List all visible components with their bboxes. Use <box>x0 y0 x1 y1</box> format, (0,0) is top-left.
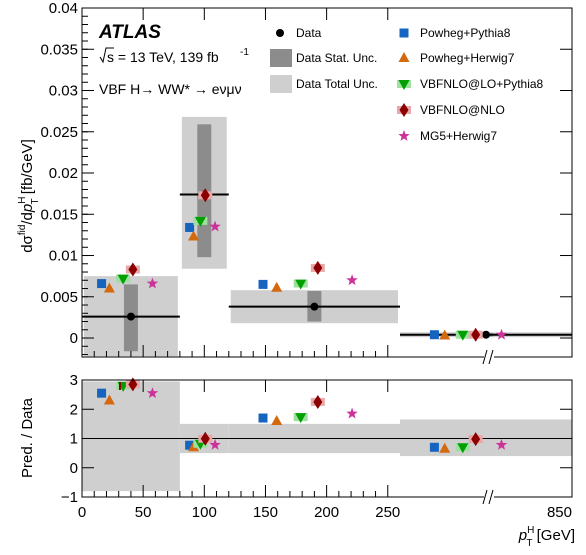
y-tick-label: 0.02 <box>49 165 78 182</box>
legend-stat-swatch <box>270 49 292 67</box>
powheg_pythia8-ratio-marker <box>258 413 268 423</box>
ratio-total-band <box>82 381 180 492</box>
legend-stat: Data Stat. Unc. <box>296 51 377 65</box>
ratio-y-tick-label: 1 <box>70 431 78 448</box>
vbfnlo_nlo-ratio-marker <box>128 377 138 392</box>
ratio-y-tick-label: 3 <box>70 372 78 389</box>
y-tick-label: 0.015 <box>40 206 78 223</box>
axis-break-bg <box>484 349 494 365</box>
powheg_pythia8-marker <box>97 279 107 289</box>
experiment-label: ATLAS <box>98 22 161 43</box>
x-tick-label: 0 <box>78 504 86 521</box>
vbfnlo_lo_pythia8-marker <box>194 216 206 227</box>
vbfnlo_nlo-marker <box>313 260 323 275</box>
legend-powheg_pythia8: Powheg+Pythia8 <box>420 26 511 40</box>
powheg_pythia8-ratio-marker <box>97 388 107 398</box>
legend-vbfnlo_lo_pythia8-swatch <box>398 80 410 90</box>
data-point <box>482 330 490 339</box>
powheg_herwig7-marker <box>188 230 200 241</box>
mg5_herwig7-marker <box>209 220 221 232</box>
mg5_herwig7-marker <box>346 274 358 286</box>
vbfnlo_nlo-ratio-marker <box>471 432 481 447</box>
legend-vbfnlo_lo_pythia8: VBFNLO@LO+Pythia8 <box>420 77 544 91</box>
data-point <box>126 312 135 321</box>
legend-data: Data <box>296 26 322 40</box>
powheg_pythia8-marker <box>185 222 195 232</box>
main-y-axis-title: dσfid/dpH T [fb/GeV] <box>17 139 41 253</box>
data-point <box>310 302 319 311</box>
legend-vbfnlo_nlo: VBFNLO@NLO <box>420 103 505 117</box>
powheg_pythia8-marker <box>429 330 439 340</box>
vbfnlo_lo_pythia8-marker <box>295 279 307 290</box>
powheg_pythia8-ratio-marker <box>429 442 439 452</box>
y-tick-label: 0.03 <box>49 83 78 100</box>
vbfnlo_lo_pythia8-marker <box>117 274 129 285</box>
mg5_herwig7-ratio-marker <box>146 387 159 398</box>
powheg_herwig7-ratio-marker <box>439 442 451 453</box>
ratio-y-axis-title: Pred. / Data <box>19 397 36 478</box>
powheg_herwig7-marker <box>271 281 283 292</box>
legend-mg5_herwig7: MG5+Herwig7 <box>420 129 497 143</box>
x-tick-label: 150 <box>253 504 278 521</box>
powheg_pythia8-marker <box>258 279 268 289</box>
vbfnlo_lo_pythia8-ratio-marker <box>457 443 469 454</box>
powheg_herwig7-ratio-marker <box>103 394 115 405</box>
vbfnlo_nlo-marker <box>128 262 138 277</box>
y-tick-label: 0 <box>70 330 78 347</box>
y-tick-label: 0.04 <box>49 0 78 17</box>
energy-annotation: s = 13 TeV, 139 fb -1 <box>99 47 249 65</box>
legend-total-swatch <box>270 75 292 93</box>
y-tick-label: 0.01 <box>49 248 78 265</box>
axis-ticks: 00.0050.010.0150.020.0250.030.0350.04−10… <box>40 0 573 521</box>
powheg_herwig7-ratio-marker <box>271 414 283 425</box>
powheg_herwig7-marker <box>103 282 115 293</box>
y-tick-label: 0.035 <box>40 41 78 58</box>
axis-break-mark <box>488 489 494 505</box>
powheg_herwig7-marker <box>439 329 451 340</box>
legend-total: Data Total Unc. <box>296 77 378 91</box>
y-tick-label: 0.005 <box>40 289 78 306</box>
x-tick-label: 50 <box>135 504 152 521</box>
vbfnlo_lo_pythia8-ratio-marker <box>295 413 307 424</box>
process-label: VBF H→ WW* → eνμν <box>99 81 242 97</box>
energy-superscript: -1 <box>240 47 249 58</box>
vbfnlo_nlo-marker <box>200 188 210 203</box>
x-tick-label: 200 <box>314 504 339 521</box>
mg5_herwig7-marker <box>146 277 159 289</box>
vbfnlo_nlo-marker <box>471 327 481 342</box>
powheg_pythia8-ratio-marker <box>185 440 195 450</box>
legend: Data Data Stat. Unc. Data Total Unc. Powheg… <box>270 26 544 143</box>
y-tick-label: 0.025 <box>40 124 78 141</box>
x-tick-label: 250 <box>375 504 400 521</box>
legend-mg5_herwig7-swatch <box>398 130 410 141</box>
axis-break-bg <box>484 489 494 505</box>
axis-break-mark <box>482 489 488 505</box>
axis-break-mark <box>482 349 488 365</box>
legend-vbfnlo_nlo-swatch <box>399 103 409 117</box>
axis-break-mark <box>488 349 494 365</box>
prediction-markers <box>97 188 508 454</box>
legend-data-swatch <box>276 29 284 37</box>
legend-powheg_herwig7-swatch <box>398 52 410 62</box>
x-tick-label: 850 <box>547 504 572 521</box>
legend-powheg_herwig7: Powheg+Herwig7 <box>420 51 515 65</box>
uncertainty-bands <box>82 116 572 492</box>
energy-label: s = 13 TeV, 139 fb <box>107 49 219 65</box>
vbfnlo_lo_pythia8-marker <box>457 330 469 341</box>
x-axis-title: pH T [GeV] <box>518 525 575 549</box>
mg5_herwig7-ratio-marker <box>495 438 508 450</box>
legend-powheg_pythia8-swatch <box>399 28 409 38</box>
x-tick-label: 100 <box>192 504 217 521</box>
ratio-total-band <box>400 419 572 457</box>
ratio-y-tick-label: 0 <box>70 460 78 477</box>
mg5_herwig7-ratio-marker <box>209 438 221 450</box>
ratio-y-tick-label: 2 <box>70 401 78 418</box>
vbfnlo_nlo-ratio-marker <box>313 394 323 409</box>
vbfnlo_nlo-ratio-marker <box>200 431 210 446</box>
ratio-y-tick-label: −1 <box>61 489 78 506</box>
mg5_herwig7-marker <box>495 328 508 340</box>
mg5_herwig7-ratio-marker <box>346 407 358 419</box>
